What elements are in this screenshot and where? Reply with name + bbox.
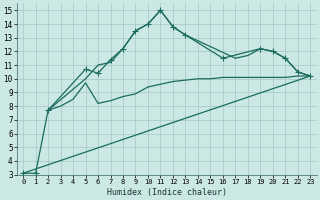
X-axis label: Humidex (Indice chaleur): Humidex (Indice chaleur) (107, 188, 227, 197)
